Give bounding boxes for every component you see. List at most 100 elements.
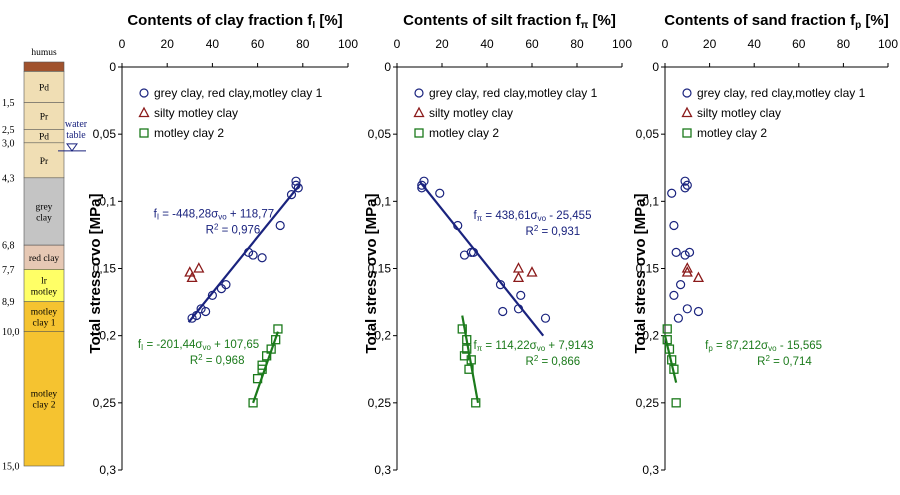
data-point — [462, 344, 472, 354]
data-point — [662, 335, 672, 345]
eq-body: = -448,28σ — [159, 208, 218, 220]
y-tick-label: 0,2 — [374, 329, 391, 343]
title-subscript: π — [581, 20, 589, 31]
data-point — [667, 188, 677, 198]
data-point — [692, 271, 705, 283]
data-point — [680, 183, 690, 193]
y-axis-label: Total stress σvo [MPa] — [632, 193, 649, 353]
x-tick-label: 60 — [525, 37, 539, 51]
data-point — [498, 306, 508, 317]
depth-label: 8,9 — [2, 297, 15, 308]
data-point — [669, 290, 679, 300]
regression-line — [663, 335, 678, 383]
depth-label: 1,5 — [2, 98, 15, 109]
data-point — [191, 310, 202, 321]
data-point — [512, 262, 525, 273]
stratum-label: Pd — [39, 83, 49, 93]
x-tick-label: 100 — [878, 37, 898, 51]
r2-sup: 2 — [534, 354, 539, 363]
legend-marker — [681, 106, 693, 118]
legend-label: motley clay 2 — [697, 126, 767, 140]
data-point — [186, 271, 198, 283]
data-point — [243, 247, 254, 257]
data-point — [291, 180, 301, 190]
legend-label: grey clay, red clay,motley clay 1 — [697, 86, 866, 100]
data-point — [495, 280, 506, 290]
chart-1: Contents of clay fraction fI [%]0 20 40 60 8… — [87, 12, 358, 477]
r2-sup: 2 — [198, 353, 203, 362]
depth-label: 2,5 — [2, 125, 15, 136]
x-tick-label: 20 — [703, 37, 717, 51]
r2-sup: 2 — [214, 222, 219, 231]
data-point — [275, 220, 285, 231]
r2-sup: 2 — [534, 224, 539, 233]
r2-value: = 0,866 — [538, 356, 580, 368]
y-tick-label: 0,05 — [368, 127, 392, 141]
eq-body: = -201,44σ — [143, 339, 202, 351]
y-tick-label: 0,15 — [93, 262, 117, 276]
eq-sub: vo — [218, 212, 227, 221]
x-tick-label: 100 — [338, 37, 358, 51]
data-point — [435, 188, 445, 198]
stratum-1 — [23, 71, 65, 103]
eq-body: = 87,212σ — [713, 340, 768, 352]
eq-sub: I — [157, 212, 159, 221]
y-tick-label: 0,2 — [642, 329, 659, 343]
stratum-label: motley — [31, 288, 58, 298]
eq-tail: - 15,565 — [777, 340, 822, 352]
stratum-2 — [23, 102, 65, 130]
water-label: water — [65, 119, 88, 130]
data-point — [671, 398, 681, 408]
r2-r: R — [526, 356, 534, 368]
data-point — [682, 180, 692, 190]
r2-value: = 0,931 — [538, 226, 580, 238]
y-tick-label: 0,3 — [374, 463, 391, 477]
eq-tail: - 25,455 — [546, 210, 591, 222]
eq-f: f — [474, 340, 478, 352]
data-point — [257, 253, 267, 263]
title-text: Contents of clay fraction f — [127, 12, 313, 29]
data-point — [681, 266, 693, 277]
data-point — [271, 335, 281, 345]
data-point — [676, 280, 686, 290]
regression-equation: fI = -448,28σvo + 118,77 — [154, 208, 275, 221]
stratum-8 — [23, 301, 65, 332]
chart-title: Contents of clay fraction fI [%] — [127, 12, 342, 31]
data-point — [693, 306, 704, 317]
data-point — [684, 247, 695, 257]
legend-marker — [138, 106, 150, 118]
regression-equation: fπ = 114,22σvo + 7,9143 — [474, 340, 594, 353]
x-tick-label: 60 — [792, 37, 806, 51]
legend-label: silty motley clay — [429, 106, 513, 120]
r2-r: R — [526, 226, 534, 238]
stratum-label: clay — [36, 213, 52, 223]
data-point — [540, 313, 551, 323]
title-text: Contents of sand fraction f — [664, 12, 856, 29]
x-tick-label: 0 — [662, 37, 669, 51]
depth-label: 15,0 — [2, 462, 20, 473]
chart-3: Contents of sand fraction fp [%]0 20 40 60 8… — [632, 12, 898, 477]
stratum-9 — [23, 331, 65, 467]
y-tick-label: 0,3 — [642, 463, 659, 477]
data-point — [471, 398, 481, 408]
y-tick-label: 0,05 — [636, 127, 660, 141]
data-point — [193, 262, 205, 273]
chart-panels: Contents of clay fraction fI [%]0 20 40 60 8… — [87, 12, 898, 477]
r-squared: R2 = 0,714 — [757, 354, 812, 368]
title-unit: [%] — [315, 12, 343, 29]
data-point — [516, 290, 526, 300]
stratum-label: red clay — [29, 254, 60, 264]
stratum-label: Pd — [39, 133, 49, 143]
data-point — [662, 324, 672, 334]
r2-sup: 2 — [765, 354, 770, 363]
eq-f: f — [474, 210, 478, 222]
r-squared: R2 = 0,976 — [206, 222, 261, 236]
data-point — [216, 284, 227, 294]
eq-f: f — [138, 339, 142, 351]
data-point — [252, 374, 263, 384]
data-point — [667, 355, 677, 365]
stratum-label: Pr — [40, 157, 49, 167]
x-tick-label: 80 — [296, 37, 310, 51]
regression-line — [461, 315, 480, 404]
